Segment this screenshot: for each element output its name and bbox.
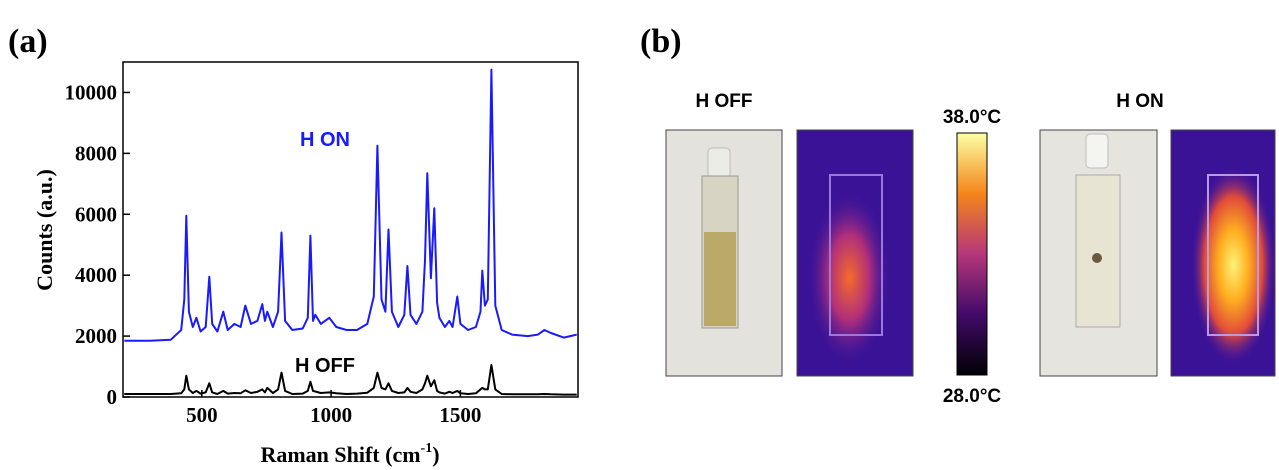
annotation: H OFF: [295, 355, 355, 377]
y-tick-label: 8000: [75, 141, 117, 165]
x-tick-label: 1500: [439, 403, 481, 427]
y-tick-label: 6000: [75, 202, 117, 226]
group-title: H OFF: [696, 91, 753, 112]
y-tick-label: 10000: [65, 80, 118, 104]
y-tick-label: 2000: [75, 324, 117, 348]
thermal-on: [1170, 129, 1276, 377]
panel-label: (b): [640, 23, 682, 60]
panel-label: (a): [8, 23, 48, 60]
photo-on: [1039, 129, 1158, 377]
x-tick-label: 1000: [310, 403, 352, 427]
photo-off: [665, 129, 783, 377]
y-axis-label: Counts (a.u.): [32, 169, 57, 291]
y-tick-label: 4000: [75, 263, 117, 287]
colorbar-max-label: 38.0°C: [943, 107, 1002, 128]
plot-frame: [122, 61, 579, 398]
colorbar: [956, 132, 988, 376]
x-axis-label: Raman Shift (cm-1): [260, 441, 439, 467]
thermal-off: [796, 129, 914, 377]
colorbar-min-label: 28.0°C: [943, 386, 1002, 407]
series-line: [124, 68, 577, 342]
x-tick-label: 500: [186, 403, 218, 427]
series-line: [124, 364, 577, 396]
annotation: H ON: [300, 129, 350, 151]
group-title: H ON: [1116, 91, 1164, 112]
y-tick-label: 0: [107, 385, 118, 409]
